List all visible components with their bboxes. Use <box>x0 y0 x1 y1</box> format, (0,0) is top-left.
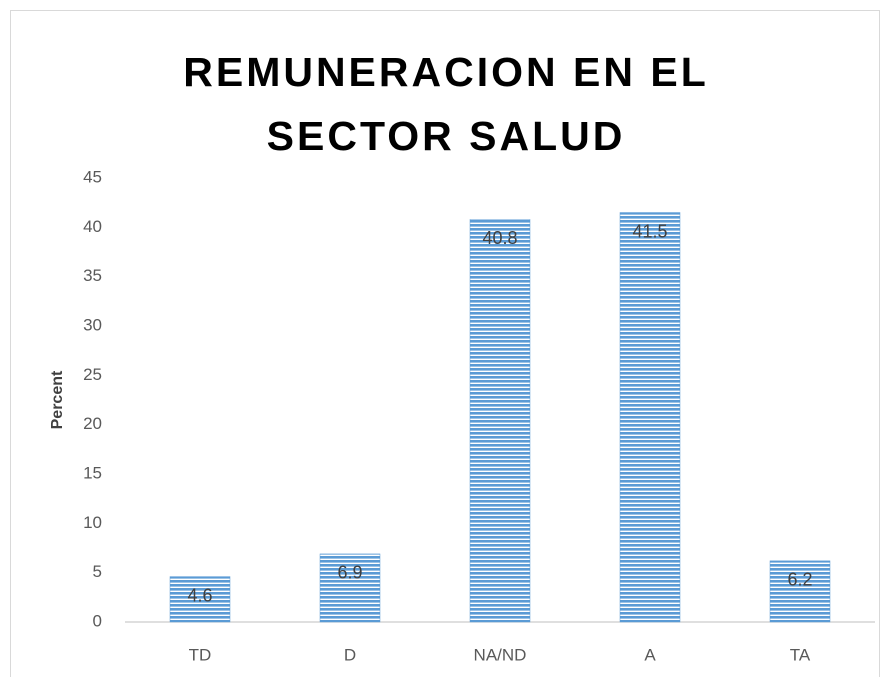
y-tick-label: 5 <box>93 562 102 581</box>
x-tick-label: D <box>344 645 356 664</box>
bar <box>769 560 831 623</box>
y-tick-label: 0 <box>93 611 102 630</box>
y-tick-label: 25 <box>83 365 102 384</box>
data-label: 6.9 <box>337 563 362 583</box>
chart-frame <box>10 10 880 677</box>
data-label: 40.8 <box>482 228 517 248</box>
data-label: 6.2 <box>787 570 812 590</box>
y-tick-label: 20 <box>83 414 102 433</box>
y-tick-label: 30 <box>83 315 102 334</box>
x-tick-label: TA <box>790 645 811 664</box>
y-axis-label: Percent <box>49 370 66 429</box>
y-tick-label: 45 <box>83 167 102 186</box>
x-tick-label: TD <box>189 645 212 664</box>
y-tick-label: 40 <box>83 217 102 236</box>
y-tick-label: 35 <box>83 266 102 285</box>
data-label: 4.6 <box>187 585 212 605</box>
bar <box>619 212 681 623</box>
chart-title: REMUNERACION EN EL SECTOR SALUD <box>183 49 709 159</box>
x-tick-label: A <box>644 645 656 664</box>
bar <box>469 219 531 623</box>
x-tick-label: NA/ND <box>474 645 527 664</box>
bar <box>169 576 231 623</box>
y-tick-label: 10 <box>83 513 102 532</box>
bar <box>319 553 381 623</box>
data-label: 41.5 <box>632 221 667 241</box>
y-tick-label: 15 <box>83 463 102 482</box>
